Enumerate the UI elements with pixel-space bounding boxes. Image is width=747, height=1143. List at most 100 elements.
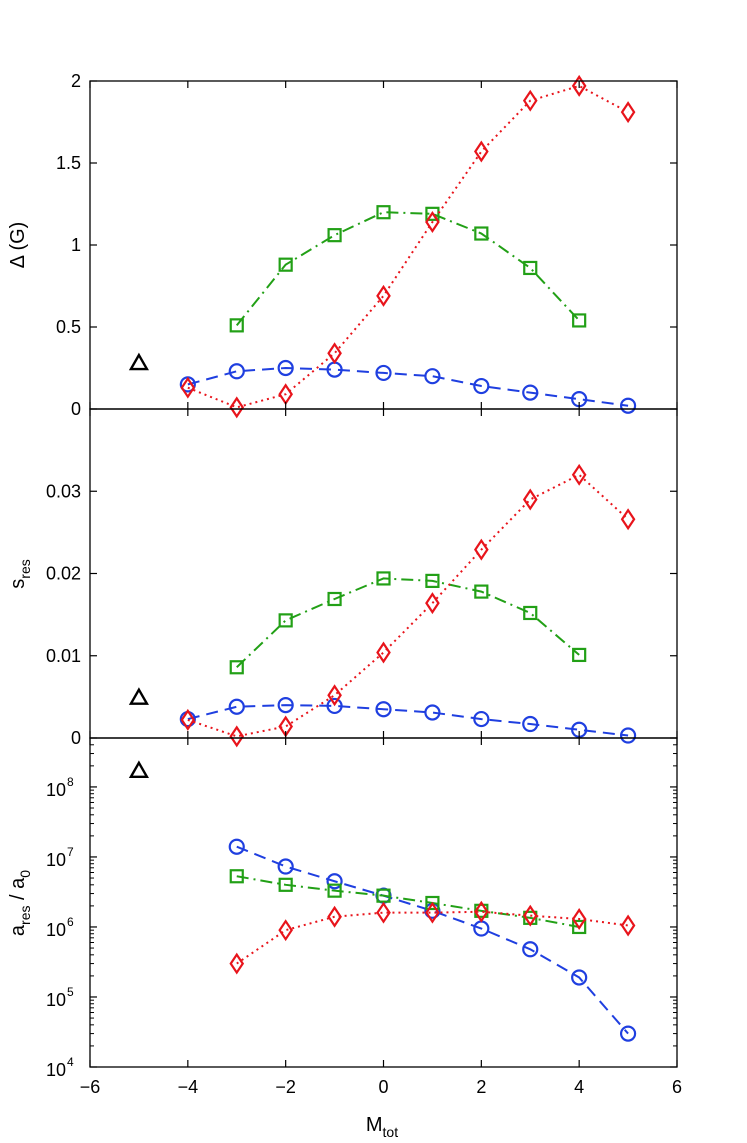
data-point-square <box>327 591 342 607</box>
y-axis-label-a: a <box>7 924 29 936</box>
y-tick-label: 0.03 <box>46 481 81 501</box>
data-point-circle <box>326 697 343 715</box>
data-point-diamond <box>620 914 636 937</box>
data-point-square <box>376 571 391 586</box>
y-tick-label: 10 <box>46 780 66 800</box>
y-tick-label: 1 <box>71 235 81 255</box>
y-tick-label-exponent: 5 <box>67 985 74 999</box>
data-point-square <box>523 260 538 276</box>
x-tick-label: 2 <box>476 1077 486 1097</box>
data-point-circle <box>522 715 539 733</box>
data-point-circle <box>375 364 392 382</box>
reference-triangle-marker <box>128 760 149 779</box>
data-point-diamond <box>327 342 342 365</box>
data-point-square <box>474 584 489 599</box>
data-point-circle <box>375 701 392 718</box>
y-tick-label: 10 <box>46 920 66 940</box>
data-point-diamond <box>571 74 587 97</box>
data-point-diamond <box>180 708 196 731</box>
y-tick-label: 0.01 <box>46 646 81 666</box>
x-axis-label-tot-subscript: tot <box>383 1124 399 1140</box>
data-point-diamond <box>522 89 538 112</box>
data-point-diamond <box>522 904 538 927</box>
data-point-circle <box>228 363 245 380</box>
series-line-squares <box>236 875 580 928</box>
data-point-square <box>229 869 244 884</box>
y-axis-label-sres: sres <box>7 559 33 588</box>
data-point-square <box>278 257 293 272</box>
x-tick-label: 0 <box>378 1077 388 1097</box>
series-line-circles <box>187 704 629 737</box>
y-tick-label: 0.02 <box>46 564 81 584</box>
data-point-circle <box>571 969 588 986</box>
data-point-square <box>229 318 244 333</box>
data-point-circle <box>619 1025 637 1042</box>
data-point-square <box>572 919 587 935</box>
y-tick-label: 10 <box>46 850 66 870</box>
series-line-circles <box>236 845 629 1035</box>
data-point-circle <box>522 384 539 401</box>
series-line-diamonds <box>187 473 629 738</box>
data-point-diamond <box>376 284 391 307</box>
series-line-circles <box>187 366 629 407</box>
data-point-diamond <box>229 952 245 975</box>
data-point-square <box>327 228 342 243</box>
reference-triangle-marker <box>128 687 149 705</box>
x-axis-label-m: M <box>366 1114 383 1136</box>
y-axis-label-a0-subscript: 0 <box>17 870 33 878</box>
data-point-diamond <box>620 101 636 124</box>
y-tick-label-exponent: 4 <box>67 1055 74 1069</box>
data-point-diamond <box>229 396 245 419</box>
x-tick-label: −2 <box>275 1077 296 1097</box>
data-point-diamond <box>522 488 538 511</box>
data-point-diamond <box>474 538 489 561</box>
data-point-diamond <box>474 140 489 163</box>
x-axis-label-mtot: Mtot <box>366 1114 398 1140</box>
data-point-square <box>425 895 440 911</box>
data-point-square <box>523 605 538 621</box>
x-tick-label: 4 <box>574 1077 584 1097</box>
data-point-circle <box>619 727 637 744</box>
y-tick-label: 0.5 <box>56 317 81 337</box>
data-point-square <box>425 206 440 221</box>
data-point-diamond <box>376 641 391 664</box>
y-tick-label: 1.5 <box>56 153 81 173</box>
y-tick-label: 0 <box>71 399 81 419</box>
data-point-diamond <box>620 508 636 531</box>
y-tick-label: 0 <box>71 728 81 748</box>
x-tick-label: −6 <box>80 1077 101 1097</box>
data-point-diamond <box>474 900 489 923</box>
data-point-circle <box>473 377 490 395</box>
data-point-diamond <box>425 592 440 615</box>
x-tick-label: −4 <box>178 1077 199 1097</box>
data-point-diamond <box>327 905 342 928</box>
data-point-circle <box>228 698 245 715</box>
y-axis-label-ares-subscript: res <box>17 906 33 925</box>
x-tick-label: 6 <box>672 1077 682 1097</box>
data-point-diamond <box>327 684 342 707</box>
y-tick-label-exponent: 6 <box>67 915 74 929</box>
y-axis-label-delta: Δ (G) <box>7 222 29 269</box>
data-point-square <box>425 573 440 589</box>
y-axis-label-sres-subscript: res <box>17 559 33 578</box>
data-point-diamond <box>425 211 440 234</box>
reference-triangle-marker <box>128 352 149 371</box>
data-point-square <box>376 205 391 220</box>
data-point-diamond <box>180 376 196 399</box>
panel-middle-sres: 0 0.01 0.02 0.03 sres <box>7 408 678 748</box>
data-point-circle <box>326 873 343 890</box>
data-point-square <box>229 660 244 675</box>
y-tick-label-exponent: 8 <box>67 775 74 789</box>
y-tick-label: 10 <box>46 990 66 1010</box>
data-point-diamond <box>376 901 391 924</box>
data-point-diamond <box>229 725 245 748</box>
y-tick-label: 10 <box>46 1060 66 1080</box>
data-point-circle <box>473 710 490 728</box>
data-point-circle <box>277 359 294 377</box>
data-point-square <box>572 313 587 328</box>
data-point-circle <box>424 368 441 385</box>
y-tick-label-exponent: 7 <box>67 845 74 859</box>
